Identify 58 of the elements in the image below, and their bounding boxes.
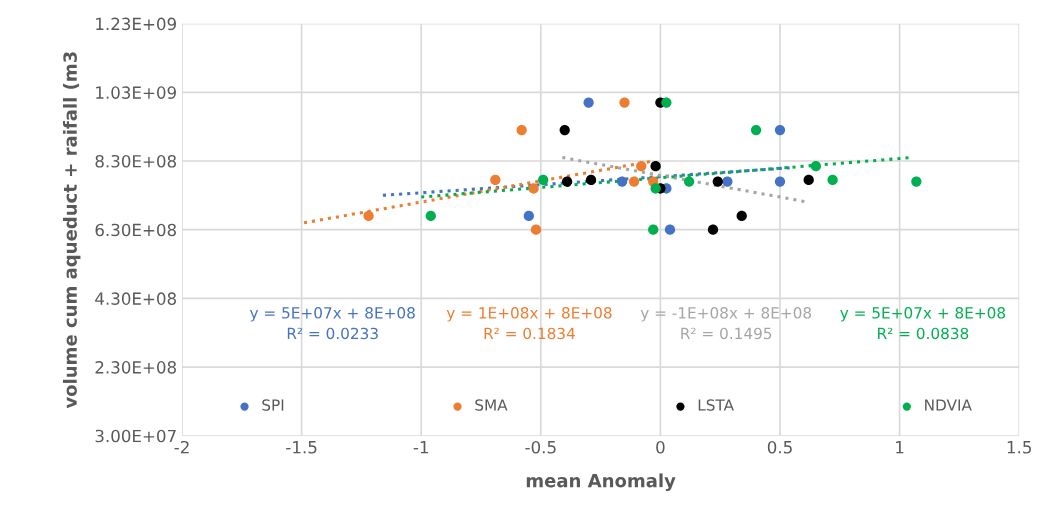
annotation: y = 1E+08x + 8E+08 R² = 0.1834 (446, 307, 612, 340)
point (585, 174, 597, 186)
point (722, 176, 733, 187)
x-tick-label: -1 (413, 441, 428, 454)
y-tick-label: 1.03E+09 (96, 86, 176, 99)
legend-label: SPI (262, 399, 284, 411)
x-axis-title: mean Anomaly (526, 473, 676, 492)
point (774, 124, 786, 136)
point (616, 176, 628, 187)
annotation: y = 5E+07x + 8E+08 R² = 0.0233 (249, 307, 415, 340)
point (490, 174, 501, 186)
point (530, 224, 542, 235)
x-tick-label: -0.5 (525, 440, 556, 454)
point (911, 176, 922, 187)
point (559, 124, 570, 136)
legend-label: LSTA (698, 399, 734, 411)
point (363, 210, 374, 222)
point (803, 174, 814, 186)
point (736, 210, 747, 222)
x-tick-label: 0 (656, 440, 665, 454)
y-tick-label: 1.23E+09 (96, 17, 176, 31)
y-axis-title: volume cum aqueduct + raifall (m3 (62, 52, 81, 409)
y-tick-label: 6.30E+08 (95, 223, 176, 237)
x-tick-label: 1.5 (1007, 441, 1031, 454)
point (648, 224, 659, 235)
point (528, 183, 539, 194)
legend-label: NDVIA (925, 399, 972, 411)
point (583, 97, 594, 108)
point (707, 224, 719, 235)
point (750, 124, 762, 136)
x-tick-label: -2 (174, 440, 189, 454)
point (650, 161, 661, 172)
y-tick-label: 2.30E+08 (95, 361, 176, 374)
point (650, 183, 661, 194)
point (661, 97, 672, 108)
point (538, 174, 549, 186)
point (561, 176, 573, 187)
x-tick-label: 0.5 (767, 440, 792, 454)
point (628, 176, 640, 187)
y-tick-label: 4.30E+08 (95, 292, 176, 305)
annotation: y = 5E+07x + 8E+08 R² = 0.0838 (840, 307, 1006, 340)
x-tick-label: 1 (896, 441, 904, 454)
y-tick-label: 8.30E+08 (95, 154, 176, 168)
point (425, 210, 436, 222)
point (636, 161, 647, 172)
point (712, 176, 723, 187)
y-tick-label: 3.00E+07 (95, 429, 176, 443)
point (683, 176, 695, 187)
point (827, 174, 838, 186)
point (664, 224, 676, 235)
x-tick-label: -1.5 (286, 441, 317, 454)
point (523, 210, 534, 222)
point (774, 176, 786, 187)
point (810, 161, 822, 172)
annotation: y = -1E+08x + 8E+08 R² = 0.1495 (640, 307, 812, 340)
legend-label: SMA (475, 399, 508, 411)
point (619, 97, 630, 108)
point (516, 124, 527, 136)
